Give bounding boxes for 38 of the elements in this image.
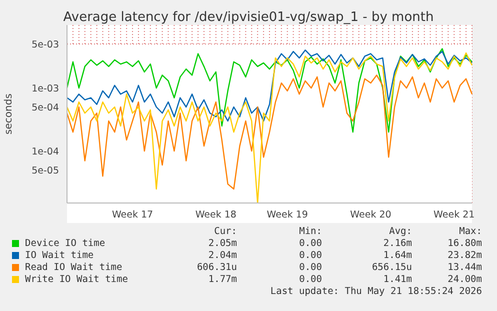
text: 0.00 (298, 262, 322, 273)
text: 13.44m (446, 262, 482, 273)
text: 2.04m (207, 250, 237, 261)
text: 606.31u (196, 262, 237, 273)
text: 1.64m (382, 250, 412, 261)
text: Avg: (388, 226, 412, 237)
y-tick-label: 5e-03 (32, 39, 59, 50)
y-tick-label: 5e-04 (32, 102, 59, 114)
x-tick-label: Week 18 (195, 210, 236, 221)
text: 1.41m (382, 274, 412, 285)
y-tick-label: 5e-05 (32, 165, 59, 176)
y-tick-label: 1e-03 (32, 83, 59, 94)
legend-label: Device IO time (25, 238, 106, 249)
legend-label: Write IO Wait time (25, 274, 128, 285)
x-tick-label: Week 21 (434, 210, 475, 221)
y-tick-label: 1e-04 (32, 146, 59, 158)
text: Last update: Thu May 21 18:55:24 2026 (269, 286, 482, 297)
text: Max: (458, 226, 482, 237)
text: 23.82m (446, 250, 482, 261)
text: 656.15u (370, 262, 412, 273)
line-series (66, 74, 473, 190)
text: 1.77m (207, 274, 237, 285)
x-tick-label: Week 17 (112, 210, 154, 221)
text: 2.05m (207, 238, 237, 249)
text: 24.00m (446, 274, 482, 285)
text: Cur: (213, 226, 237, 237)
text: 0.00 (298, 250, 322, 261)
x-tick-label: Week 20 (350, 210, 392, 221)
text: 2.16m (382, 238, 412, 249)
legend-label: Read IO Wait time (25, 262, 122, 273)
y-axis-title: seconds (4, 94, 15, 134)
text: 16.80m (446, 238, 482, 249)
chart-title: Average latency for /dev/ipvisie01-vg/swap_1 - by month (62, 10, 435, 25)
x-tick-label: Week 19 (266, 210, 308, 221)
text: Min: (298, 226, 322, 237)
legend-label: IO Wait time (25, 250, 94, 261)
text: 0.00 (298, 274, 322, 285)
text: 0.00 (298, 238, 322, 249)
